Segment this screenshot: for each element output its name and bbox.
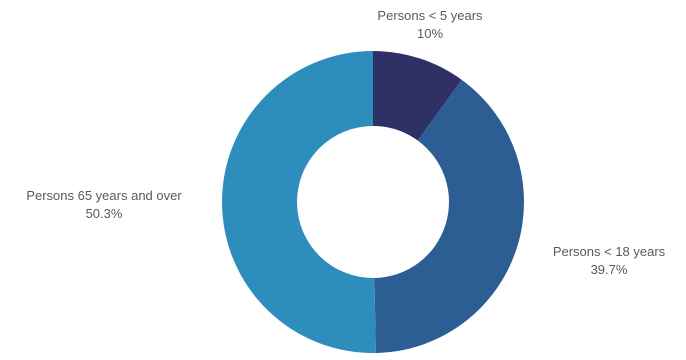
slice-label-0: Persons < 5 years bbox=[377, 8, 483, 23]
slice-1 bbox=[374, 79, 525, 353]
slice-label-1: Persons < 18 years bbox=[553, 244, 666, 259]
slice-value-label-1: 39.7% bbox=[591, 262, 628, 277]
slice-value-label-0: 10% bbox=[417, 26, 443, 41]
slice-label-2: Persons 65 years and over bbox=[26, 188, 182, 203]
slice-2 bbox=[222, 51, 376, 353]
slice-value-label-2: 50.3% bbox=[86, 206, 123, 221]
slice-0 bbox=[373, 51, 462, 141]
